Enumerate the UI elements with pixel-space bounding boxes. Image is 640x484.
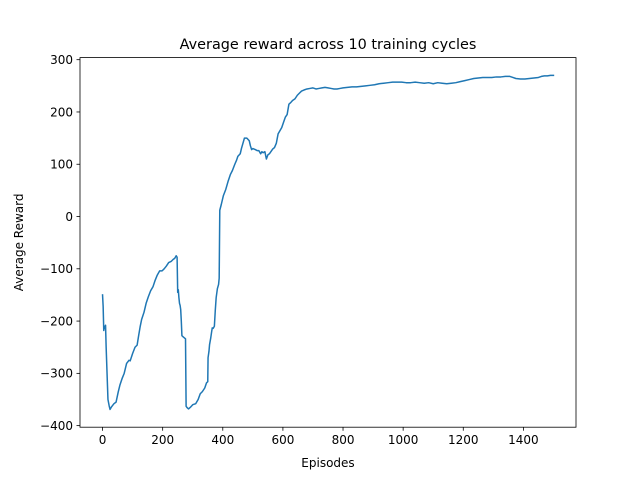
y-tick-label: 200 [50,105,73,119]
y-tick-label: 300 [50,53,73,67]
y-tick-label: −200 [40,314,73,328]
x-tick-label: 1200 [448,433,479,447]
x-tick-label: 0 [99,433,107,447]
axes-frame [79,57,577,428]
x-tick-label: 800 [332,433,355,447]
y-tick-label: 0 [65,210,73,224]
y-tick-label: −300 [40,367,73,381]
x-axis-ticks: 0 200 400 600 800 1000 1200 1400 [99,427,539,447]
y-tick-label: 100 [50,158,73,172]
plot-area: 0 200 400 600 800 1000 1200 1400 −400−300−200−1… [40,53,577,447]
y-axis-label: Average Reward [12,194,26,292]
x-tick-label: 200 [151,433,174,447]
series-layer [101,74,555,411]
x-axis-label: Episodes [301,456,354,470]
chart-title: Average reward across 10 training cycles [180,37,477,53]
x-tick-label: 1400 [508,433,539,447]
x-tick-label: 600 [271,433,294,447]
series-line-1 [101,74,555,411]
y-tick-label: −100 [40,262,73,276]
y-tick-label: −400 [40,419,73,433]
x-tick-label: 1000 [388,433,419,447]
x-tick-label: 400 [211,433,234,447]
y-axis-ticks: −400 −300 −200 −100 0 100 200 300 [40,53,80,433]
